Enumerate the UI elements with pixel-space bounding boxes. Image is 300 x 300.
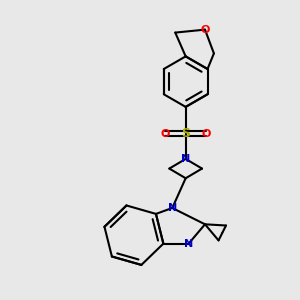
Text: S: S — [181, 127, 190, 140]
Text: O: O — [202, 129, 211, 139]
Text: N: N — [168, 203, 177, 213]
Text: O: O — [160, 129, 170, 139]
Text: O: O — [200, 25, 210, 34]
Text: N: N — [181, 154, 190, 164]
Text: N: N — [184, 238, 193, 249]
